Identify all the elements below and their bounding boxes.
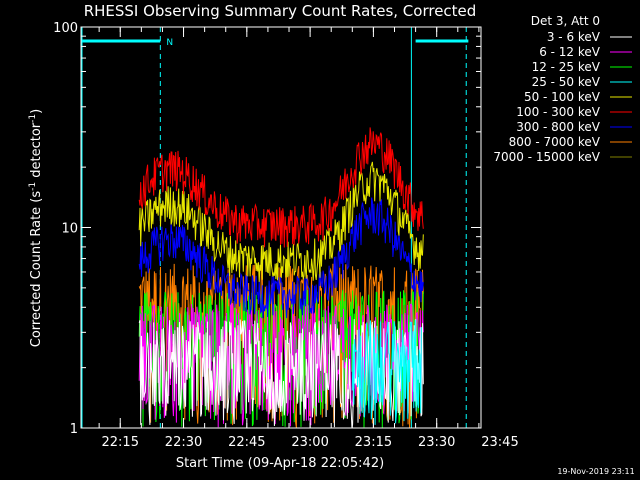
- legend-entry-label: 100 - 300 keV: [516, 105, 600, 119]
- series-line-6: [138, 197, 424, 319]
- legend-entry-label: 800 - 7000 keV: [509, 135, 601, 149]
- series-line-4: [138, 161, 424, 282]
- x-tick-label: 22:15: [102, 435, 139, 450]
- legend-entry-label: 300 - 800 keV: [516, 120, 600, 134]
- x-tick-label: 23:45: [481, 435, 518, 450]
- legend-entry-label: 3 - 6 keV: [547, 30, 601, 44]
- x-tick-label: 22:30: [165, 435, 202, 450]
- x-tick-label: 23:30: [418, 435, 455, 450]
- series-line-5: [138, 127, 424, 248]
- y-tick-label: 100: [53, 21, 78, 36]
- y-axis-label-mid: detector: [29, 122, 44, 182]
- y-axis-label-exp2: -1: [28, 114, 38, 123]
- y-tick-label: 10: [61, 222, 78, 237]
- legend-entry-label: 7000 - 15000 keV: [493, 150, 600, 164]
- legend-entry-label: 12 - 25 keV: [532, 60, 601, 74]
- legend-entry-label: 6 - 12 keV: [539, 45, 601, 59]
- y-axis-label-exp1: -1: [28, 182, 38, 191]
- legend-entry-label: 50 - 100 keV: [524, 90, 601, 104]
- y-axis-label-main: Corrected Count Rate (s: [29, 191, 44, 348]
- legend-header: Det 3, Att 0: [531, 14, 600, 28]
- legend-entry-label: 25 - 50 keV: [532, 75, 601, 89]
- chart-title: RHESSI Observing Summary Count Rates, Co…: [84, 2, 477, 20]
- y-axis: 1 10 100: [53, 21, 481, 437]
- x-tick-label: 22:45: [228, 435, 265, 450]
- plot-area: N: [81, 27, 469, 428]
- y-axis-label: Corrected Count Rate (s-1 detector-1): [28, 109, 44, 347]
- footer-date: 19-Nov-2019 23:11: [557, 467, 634, 476]
- y-axis-label-end: ): [29, 109, 44, 114]
- night-flag-label: N: [166, 38, 173, 48]
- x-tick-label: 23:15: [355, 435, 392, 450]
- x-tick-label: 23:00: [291, 435, 328, 450]
- y-tick-label: 1: [70, 422, 78, 437]
- series-line-3: [351, 319, 422, 425]
- x-axis-label: Start Time (09-Apr-18 22:05:42): [176, 456, 384, 471]
- x-axis: 22:15 22:30 22:45 23:00 23:15 23:30 23:45: [98, 27, 519, 450]
